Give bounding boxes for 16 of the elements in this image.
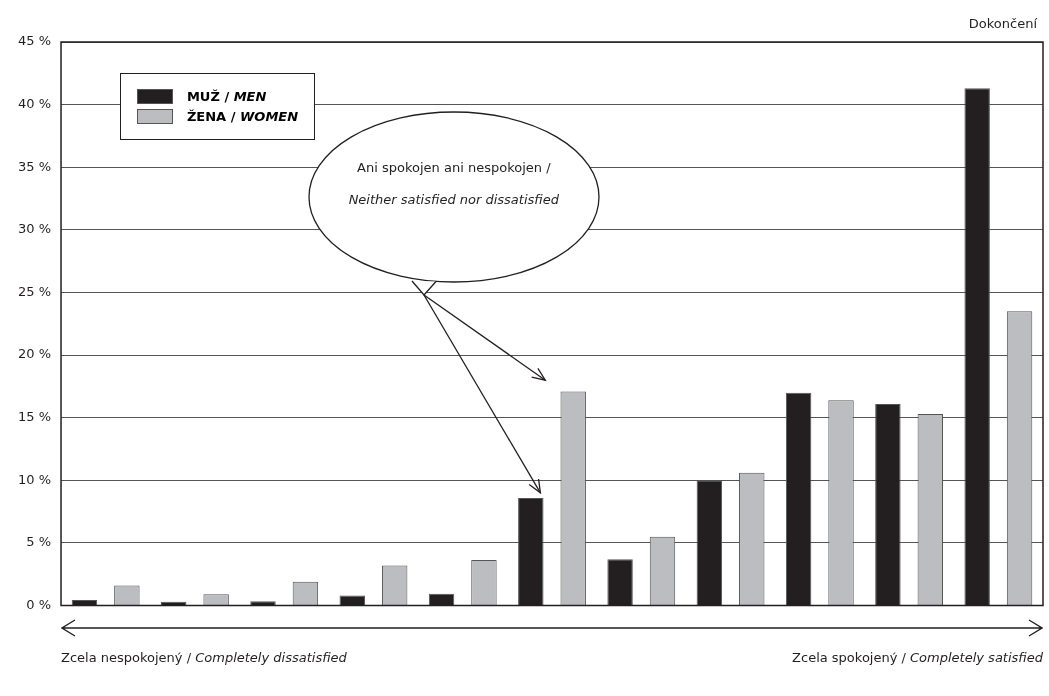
y-tick-label: 10 % [18,471,52,487]
y-tick-label: 5 % [26,534,52,550]
text: Dokončení [968,16,1037,31]
text: Zcela nespokojený / Completely dissatisfied [61,649,347,665]
text: Zcela spokojený / Completely satisfied [792,649,1043,665]
y-tick-label: 35 % [18,158,52,174]
y-tick-label: 40 % [18,96,52,111]
y-tick-label: 15 % [18,409,52,425]
text: Ani spokojen ani nespokojen / Neither satisfied nor dissatisfied [348,159,559,207]
legend-label: MUŽ / MEN [186,88,267,104]
y-tick-label: 30 % [18,221,52,237]
legend-label: ŽENA / WOMEN [186,108,299,124]
y-tick-label: 0 % [26,596,52,612]
y-tick-label: 45 % [18,33,52,49]
y-tick-label: 25 % [18,283,52,299]
y-tick-label: 20 % [18,346,52,362]
